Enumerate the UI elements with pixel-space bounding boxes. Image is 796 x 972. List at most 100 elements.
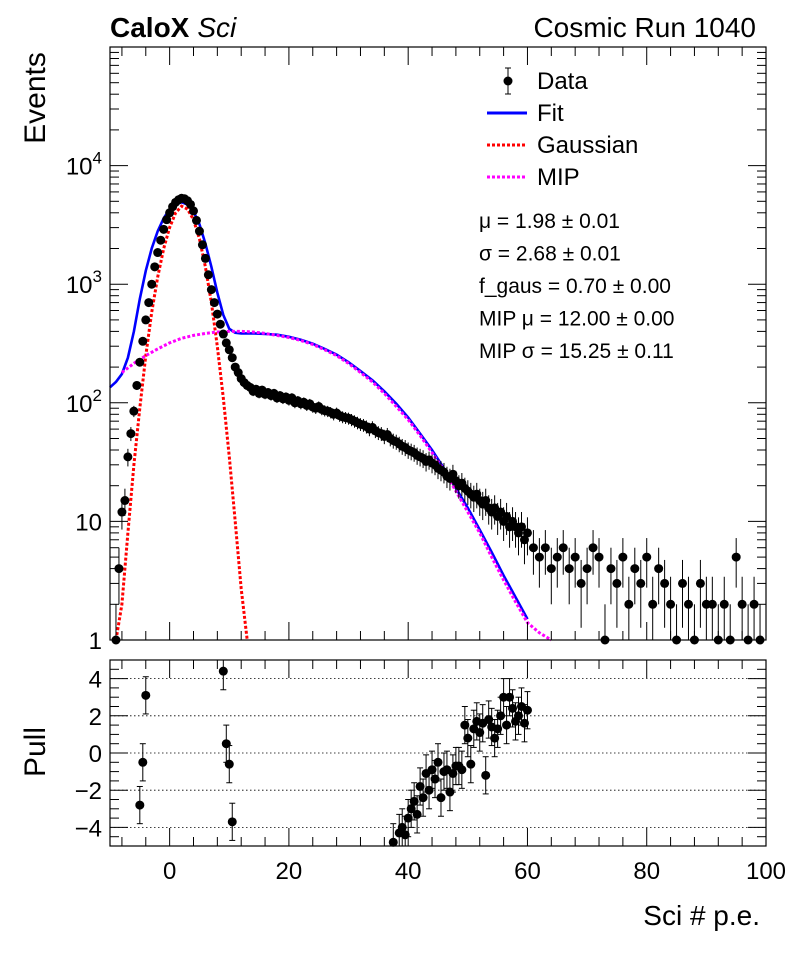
curve-mip <box>120 329 553 642</box>
pull-y-tick-label: −2 <box>75 778 102 805</box>
pull-point <box>218 659 228 691</box>
data-point <box>558 530 568 575</box>
main-y-tick-label: 102 <box>66 386 102 418</box>
main-plot-frame <box>109 46 767 641</box>
data-point <box>159 224 169 234</box>
main-curves <box>109 200 553 642</box>
fit-stats: μ = 1.98 ± 0.01 σ = 2.68 ± 0.01 f_gaus = 0… <box>479 210 674 363</box>
legend-label: Gaussian <box>537 132 638 159</box>
run-label: Cosmic Run 1040 <box>533 12 756 43</box>
data-point <box>194 226 204 236</box>
main-axes: 1 10 102 103 104 <box>66 47 767 655</box>
pull-point <box>224 745 234 784</box>
data-point <box>203 270 213 280</box>
data-point <box>191 215 201 225</box>
pull-point <box>135 785 145 825</box>
data-point <box>725 604 735 645</box>
fit-stat-line: μ = 1.98 ± 0.01 <box>479 210 620 233</box>
legend-item-data: Data <box>503 67 588 95</box>
data-point <box>123 448 133 467</box>
legend-label: MIP <box>537 164 580 191</box>
data-point <box>200 253 210 263</box>
pull-point <box>412 795 422 834</box>
pull-point <box>418 778 428 817</box>
pull-point <box>466 745 476 784</box>
pull-point <box>463 719 473 758</box>
data-point <box>582 547 592 605</box>
data-point <box>612 559 622 628</box>
curve-gaussian <box>114 204 249 641</box>
main-y-tick-label: 1 <box>89 628 102 655</box>
data-point <box>654 547 664 605</box>
data-point <box>120 488 130 516</box>
x-tick-label: 20 <box>276 858 303 885</box>
data-point <box>206 285 216 295</box>
data-point <box>642 538 652 588</box>
pull-point <box>138 743 148 782</box>
data-point <box>117 498 127 530</box>
brand-title: CaloX Sci <box>110 12 237 43</box>
main-y-tick-label: 10 <box>75 509 102 536</box>
main-y-tick-label: 104 <box>66 149 102 181</box>
data-point <box>731 538 741 588</box>
pull-y-tick-label: −4 <box>75 815 102 842</box>
data-point <box>138 336 148 346</box>
data-point <box>618 538 628 588</box>
legend-item-fit: Fit <box>487 100 564 127</box>
pull-point <box>433 743 443 782</box>
pull-point <box>457 750 467 789</box>
main-y-axis-label: Events <box>19 52 52 144</box>
data-point <box>564 547 574 605</box>
data-point <box>666 576 676 640</box>
fit-stat-line: f_gaus = 0.70 ± 0.00 <box>479 275 671 298</box>
pull-point <box>481 756 491 795</box>
pull-point <box>448 754 458 793</box>
data-point <box>678 559 688 628</box>
data-point <box>648 576 658 640</box>
legend-label: Data <box>537 68 588 95</box>
brand-italic: Sci <box>197 12 237 43</box>
data-point <box>719 576 729 640</box>
main-y-tick-label: 103 <box>66 267 102 299</box>
data-point <box>522 517 532 556</box>
data-point <box>215 319 225 329</box>
pull-point <box>141 676 151 715</box>
data-point <box>546 547 556 605</box>
data-point <box>683 576 693 640</box>
header: CaloX Sci Cosmic Run 1040 <box>110 12 756 43</box>
data-point <box>188 206 198 216</box>
data-point <box>672 604 682 645</box>
data-point <box>755 604 765 645</box>
data-point <box>624 576 634 640</box>
pull-data-points <box>135 659 532 847</box>
data-point <box>132 380 142 391</box>
fit-stat-line: MIP μ = 12.00 ± 0.00 <box>479 308 674 331</box>
data-point <box>540 530 550 575</box>
data-point <box>737 576 747 640</box>
data-point <box>156 235 166 245</box>
data-point <box>141 315 151 325</box>
pull-point <box>502 706 512 745</box>
data-point <box>570 538 580 588</box>
data-point <box>147 279 157 289</box>
data-point <box>227 353 237 363</box>
brand-bold: CaloX <box>110 12 190 43</box>
data-point <box>153 248 163 258</box>
data-point <box>162 215 172 225</box>
x-axis-label: Sci # p.e. <box>643 900 760 931</box>
data-point <box>600 604 610 645</box>
fit-stat-line: MIP σ = 15.25 ± 0.11 <box>479 340 674 363</box>
data-point <box>126 427 136 442</box>
data-point <box>749 576 759 640</box>
data-point <box>197 240 207 250</box>
x-tick-label: 60 <box>514 858 541 885</box>
data-point <box>209 298 219 308</box>
data-point <box>588 530 598 575</box>
data-point <box>552 538 562 588</box>
data-point <box>534 538 544 588</box>
data-point <box>150 262 160 272</box>
main-data-points <box>111 193 765 645</box>
legend: Data Fit Gaussian MIP <box>487 67 638 191</box>
